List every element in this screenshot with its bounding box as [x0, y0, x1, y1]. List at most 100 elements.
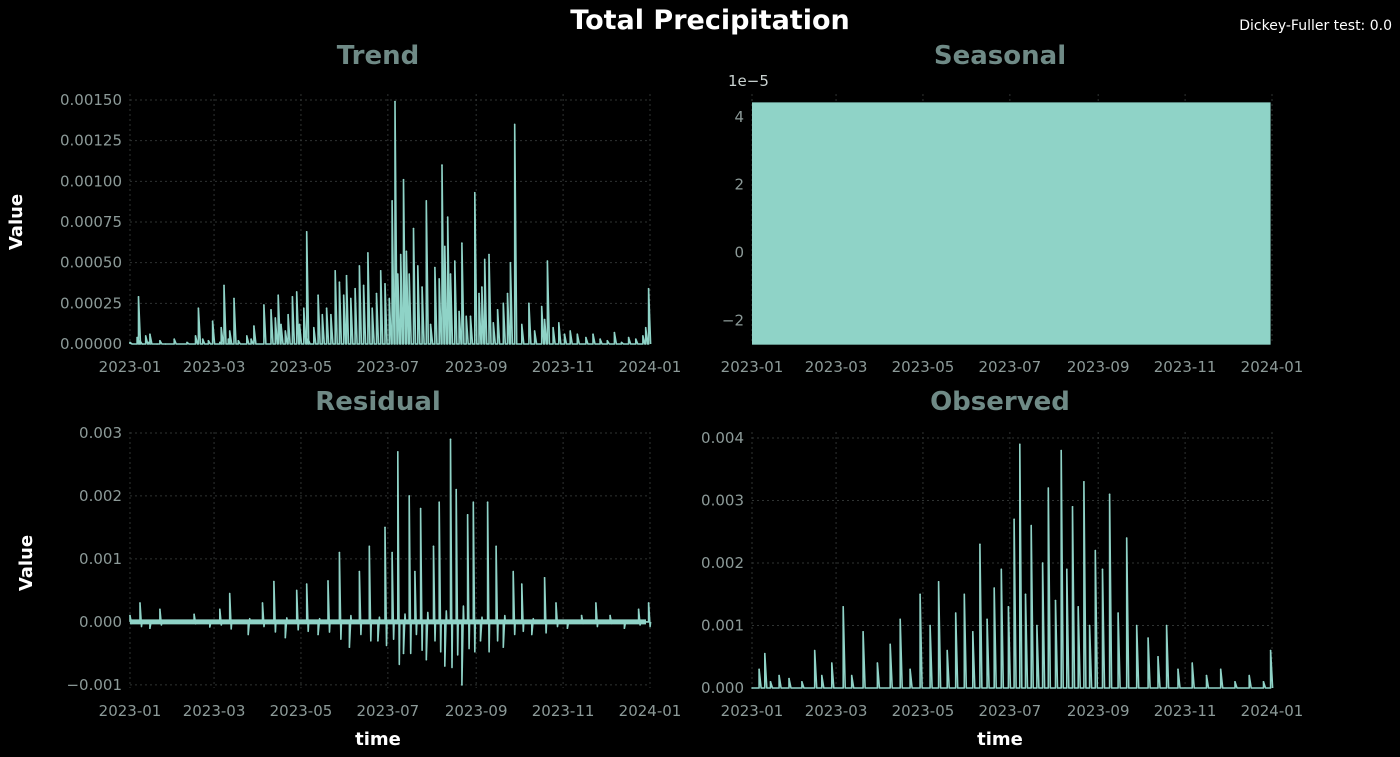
residual-data-point: [461, 684, 463, 686]
trend-data-point: [274, 317, 277, 319]
trend-data-point: [277, 294, 279, 297]
trend-data-point: [139, 339, 141, 342]
trend-data-point: [546, 260, 549, 262]
trend-data-point: [599, 338, 601, 340]
observed-data-point: [1101, 568, 1104, 571]
trend-data-point: [350, 297, 352, 300]
x-tick-label: 2023-01: [721, 358, 784, 376]
trend-data-point: [513, 123, 516, 126]
trend-data-point: [405, 250, 408, 253]
observed-data-point: [876, 662, 879, 664]
observed-data-point: [986, 618, 988, 621]
trend-data-point: [280, 323, 282, 326]
observed-data-point: [1094, 549, 1097, 552]
trend-data-point: [429, 323, 432, 326]
trend-data-point: [647, 287, 650, 290]
residual-data-point: [647, 602, 650, 604]
observed-data-point: [1083, 480, 1085, 483]
trend-data-point: [569, 330, 572, 332]
x-tick-label: 2023-11: [1154, 358, 1217, 376]
trend-data-point: [606, 339, 609, 342]
residual-data-point: [444, 665, 446, 667]
trend-data-point: [458, 310, 460, 313]
x-tick-label: 2023-03: [183, 358, 246, 376]
residual-data-point: [129, 614, 131, 617]
y-tick-label: 2: [734, 176, 744, 194]
residual-data-point: [414, 570, 416, 573]
residual-data-point: [273, 580, 275, 583]
trend-data-point: [173, 338, 175, 340]
trend-data-point: [473, 191, 476, 194]
x-tick-label: 2023-09: [445, 702, 508, 720]
residual-y-axis-label: Value: [16, 535, 37, 591]
trend-data-point: [342, 294, 345, 297]
x-tick-label: 2023-01: [99, 358, 162, 376]
trend-data-point: [345, 274, 348, 277]
residual-data-point: [580, 614, 583, 617]
x-tick-label: 2023-05: [270, 358, 333, 376]
y-tick-label: 0.002: [79, 487, 122, 505]
x-tick-label: 2023-03: [805, 702, 868, 720]
trend-data-point: [454, 260, 456, 262]
trend-y-axis-label: Value: [6, 194, 27, 250]
y-tick-label: 0.004: [701, 429, 744, 447]
observed-data-point: [1066, 568, 1068, 571]
observed-data-point: [1157, 655, 1159, 658]
trend-data-point: [371, 307, 373, 310]
seasonal-title: Seasonal: [934, 41, 1066, 71]
x-tick-label: 2023-11: [1154, 702, 1217, 720]
observed-data-point: [813, 649, 816, 652]
residual-data-point: [247, 633, 250, 636]
observed-data-point: [929, 624, 931, 627]
observed-data-point: [788, 677, 790, 680]
observed-data-point: [842, 605, 844, 608]
trend-data-point: [412, 227, 415, 230]
observed-data-point: [1191, 662, 1194, 664]
residual-x-axis-label: time: [355, 729, 401, 750]
observed-data-point: [1177, 668, 1179, 671]
residual-data-point: [512, 570, 515, 573]
observed-data-point: [1013, 518, 1015, 521]
x-tick-label: 2023-01: [99, 702, 162, 720]
residual-data-point: [208, 626, 211, 628]
trend-data-point: [465, 315, 468, 318]
observed-data-point: [1088, 624, 1091, 627]
trend-data-point: [362, 284, 365, 287]
trend-data-point: [552, 326, 554, 329]
trend-data-point: [307, 338, 309, 340]
observed-data-point: [909, 668, 911, 671]
residual-data-point: [595, 602, 597, 604]
trend-data-point: [421, 286, 423, 288]
observed-data-point: [963, 593, 966, 596]
y-tick-label: 0.000: [79, 613, 122, 631]
residual-data-point: [358, 570, 361, 573]
trend-data-point: [246, 335, 248, 337]
observed-data-point: [862, 630, 864, 633]
residual-data-point: [391, 551, 393, 554]
trend-data-point: [330, 313, 332, 316]
trend-data-point: [156, 343, 158, 345]
y-tick-label: −2: [722, 311, 744, 329]
trend-data-point: [644, 326, 647, 329]
x-tick-label: 2023-09: [1067, 358, 1130, 376]
trend-data-point: [558, 322, 560, 324]
residual-data-point: [173, 621, 175, 623]
observed-data-point: [1269, 649, 1272, 652]
trend-data-point: [394, 100, 396, 103]
trend-data-point: [287, 313, 289, 316]
trend-data-point: [620, 341, 623, 344]
trend-data-point: [164, 343, 167, 345]
y-tick-label: 0.00100: [60, 172, 122, 190]
x-tick-label: 2023-09: [445, 358, 508, 376]
trend-data-point: [408, 273, 411, 275]
observed-data-point: [889, 643, 891, 646]
residual-data-point: [139, 602, 141, 604]
trend-data-point: [129, 341, 131, 344]
residual-data-point: [284, 636, 287, 639]
x-tick-label: 2023-03: [805, 358, 868, 376]
trend-data-point: [253, 325, 255, 327]
trend-data-point: [627, 336, 630, 339]
observed-data-point: [954, 612, 957, 614]
observed-data-point: [919, 593, 921, 596]
residual-data-point: [305, 583, 308, 585]
